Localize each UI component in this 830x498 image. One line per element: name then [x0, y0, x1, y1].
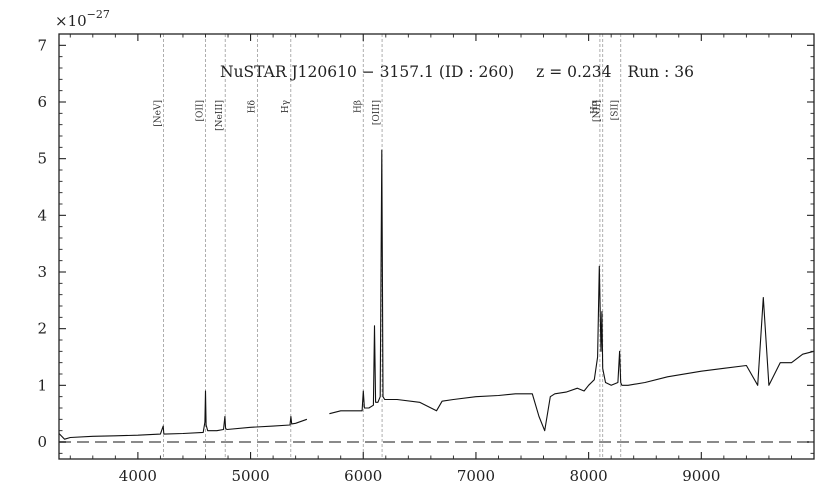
emission-line-label: [NII]: [593, 100, 603, 122]
emission-line-label: Hβ: [353, 100, 363, 113]
emission-line-label: [NeV]: [154, 100, 164, 127]
spectrum-series-line: [58, 390, 308, 440]
emission-line-label: [NeIII]: [215, 100, 225, 131]
y-tick-label: 3: [37, 263, 47, 281]
y-tick-label: 1: [37, 376, 47, 394]
run-label: Run : 36: [628, 63, 694, 81]
x-tick-label: 5000: [231, 467, 269, 485]
y-tick-label: 4: [37, 206, 47, 224]
emission-line-label: Hα: [590, 100, 600, 114]
emission-line-label: [OIII]: [372, 100, 382, 125]
x-tick-label: 6000: [344, 467, 382, 485]
y-tick-label: 5: [37, 150, 47, 168]
redshift-label: z = 0.234: [536, 63, 612, 81]
x-tick-label: 8000: [570, 467, 608, 485]
y-axis-multiplier: ×10−27: [55, 8, 110, 30]
y-tick-label: 2: [37, 320, 47, 338]
ticks-layer: 4000 5000 6000 7000 8000 9000 0 1 2 3 4 5 6 7: [37, 34, 814, 485]
y-multiplier-base: ×10: [55, 12, 87, 30]
spectrum-series-layer: [58, 149, 815, 440]
y-multiplier-exponent: −27: [87, 8, 110, 21]
object-title: NuSTAR J120610 − 3157.1 (ID : 260): [220, 63, 514, 81]
emission-line-label: [OII]: [195, 100, 205, 122]
emission-lines-layer: [NeV] [OII] [NeIII] Hδ Hγ Hβ [OIII] Hα[NII] [SII…: [154, 34, 622, 459]
y-tick-label: 6: [37, 93, 47, 111]
plot-frame: [58, 33, 815, 460]
x-tick-label: 9000: [682, 467, 720, 485]
y-tick-label: 0: [37, 433, 47, 451]
y-tick-label: 7: [37, 36, 47, 54]
x-tick-label: 4000: [119, 467, 157, 485]
spectrum-series-line: [329, 149, 815, 432]
emission-line-label: Hδ: [248, 100, 258, 113]
x-tick-label: 7000: [457, 467, 495, 485]
emission-line-label: [SII]: [611, 100, 621, 120]
emission-line-label: Hγ: [281, 100, 291, 113]
chart-title: NuSTAR J120610 − 3157.1 (ID : 260) z = 0.…: [220, 63, 694, 81]
